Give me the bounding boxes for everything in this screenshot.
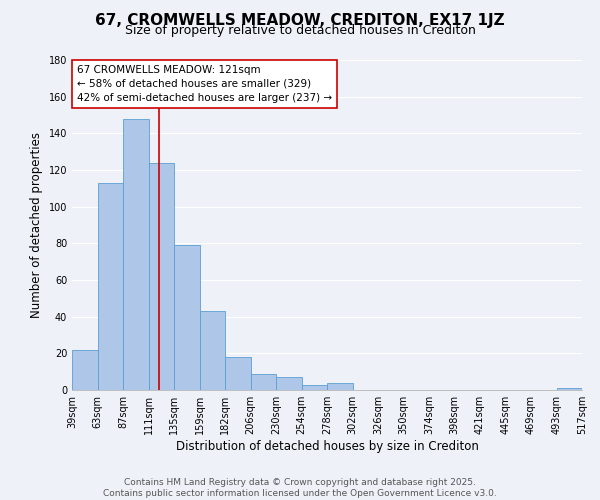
Bar [174, 245, 199, 390]
Bar [199, 311, 225, 390]
Text: 67 CROMWELLS MEADOW: 121sqm
← 58% of detached houses are smaller (329)
42% of se: 67 CROMWELLS MEADOW: 121sqm ← 58% of det… [77, 65, 332, 103]
Bar [276, 377, 302, 390]
X-axis label: Distribution of detached houses by size in Crediton: Distribution of detached houses by size … [176, 440, 478, 453]
Bar [97, 183, 123, 390]
Bar [327, 382, 353, 390]
Text: 67, CROMWELLS MEADOW, CREDITON, EX17 1JZ: 67, CROMWELLS MEADOW, CREDITON, EX17 1JZ [95, 12, 505, 28]
Bar [225, 357, 251, 390]
Bar [302, 384, 327, 390]
Bar [72, 350, 97, 390]
Y-axis label: Number of detached properties: Number of detached properties [30, 132, 43, 318]
Bar [557, 388, 582, 390]
Bar [251, 374, 276, 390]
Bar [149, 162, 174, 390]
Bar [123, 118, 149, 390]
Text: Contains HM Land Registry data © Crown copyright and database right 2025.
Contai: Contains HM Land Registry data © Crown c… [103, 478, 497, 498]
Text: Size of property relative to detached houses in Crediton: Size of property relative to detached ho… [125, 24, 475, 37]
